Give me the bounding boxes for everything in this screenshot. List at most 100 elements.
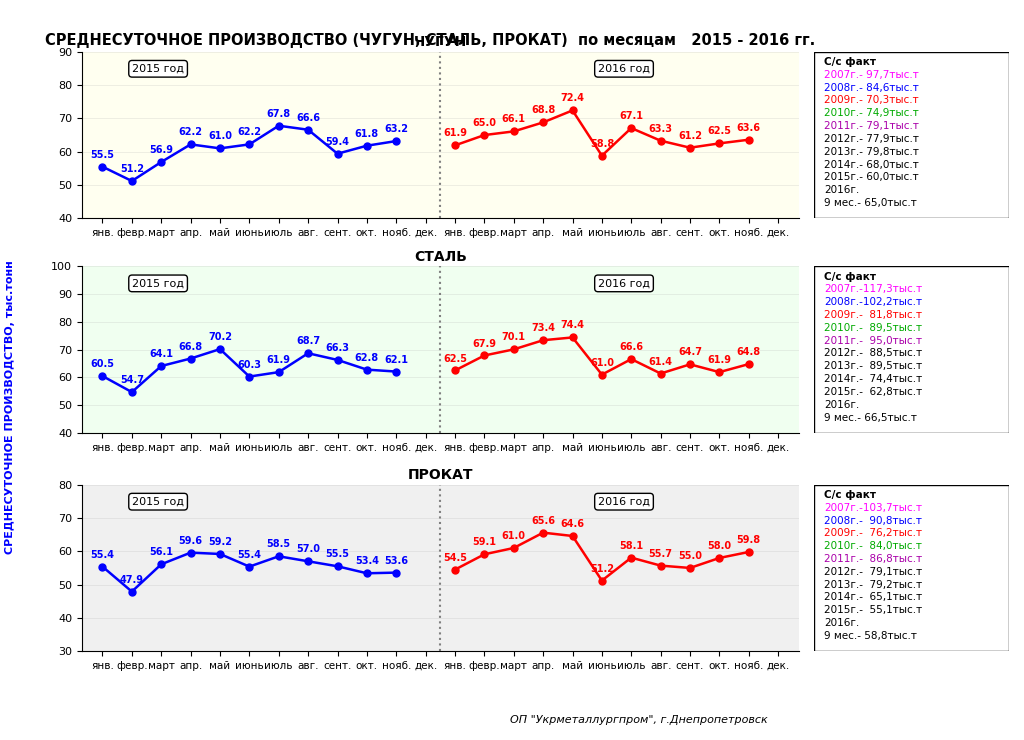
Text: 2009г.-  76,2тыс.т: 2009г.- 76,2тыс.т — [823, 528, 922, 539]
Text: 47.9: 47.9 — [120, 575, 143, 585]
Text: 66.1: 66.1 — [502, 115, 525, 124]
Text: 2013г.- 79,8тыс.т: 2013г.- 79,8тыс.т — [823, 147, 919, 157]
Text: 2011г.- 79,1тыс.т: 2011г.- 79,1тыс.т — [823, 121, 919, 131]
Text: 9 мес.- 65,0тыс.т: 9 мес.- 65,0тыс.т — [823, 198, 916, 208]
Text: 64.7: 64.7 — [678, 347, 702, 357]
Text: 62.5: 62.5 — [708, 127, 731, 136]
Text: 2015г.-  62,8тыс.т: 2015г.- 62,8тыс.т — [823, 387, 922, 397]
Text: 51.2: 51.2 — [120, 164, 143, 174]
Text: 55.4: 55.4 — [238, 550, 261, 559]
Text: 9 мес.- 58,8тыс.т: 9 мес.- 58,8тыс.т — [823, 630, 916, 641]
Text: 2007г.-103,7тыс.т: 2007г.-103,7тыс.т — [823, 502, 922, 513]
Text: 70.2: 70.2 — [208, 332, 232, 342]
Text: 2015г.- 60,0тыс.т: 2015г.- 60,0тыс.т — [823, 172, 919, 182]
Text: 2011г.-  95,0тыс.т: 2011г.- 95,0тыс.т — [823, 336, 922, 346]
Text: 64.1: 64.1 — [150, 349, 173, 359]
Text: 2016г.: 2016г. — [823, 618, 859, 628]
Text: 65.6: 65.6 — [531, 516, 555, 525]
Text: С/с факт: С/с факт — [823, 57, 876, 67]
Text: 60.5: 60.5 — [90, 359, 115, 369]
Text: 2008г.-  90,8тыс.т: 2008г.- 90,8тыс.т — [823, 516, 922, 525]
Text: 62.5: 62.5 — [443, 354, 467, 363]
Text: 59.2: 59.2 — [208, 537, 232, 547]
Text: 2014г.-  74,4тыс.т: 2014г.- 74,4тыс.т — [823, 374, 922, 384]
Text: 67.1: 67.1 — [620, 111, 643, 121]
Text: 61.9: 61.9 — [708, 355, 731, 365]
Text: 62.1: 62.1 — [384, 354, 409, 365]
Text: 66.6: 66.6 — [296, 112, 321, 123]
Text: 2016 год: 2016 год — [598, 497, 650, 507]
Text: 63.6: 63.6 — [737, 123, 761, 132]
Text: 62.2: 62.2 — [178, 127, 203, 138]
Text: 58.8: 58.8 — [590, 139, 614, 149]
Text: 55.5: 55.5 — [326, 549, 349, 559]
Text: 2014г.-  65,1тыс.т: 2014г.- 65,1тыс.т — [823, 593, 922, 602]
Text: 60.3: 60.3 — [238, 360, 261, 369]
Title: СТАЛЬ: СТАЛЬ — [414, 250, 467, 264]
Text: 66.6: 66.6 — [620, 342, 643, 352]
Text: 58.0: 58.0 — [708, 541, 731, 551]
Text: 61.2: 61.2 — [678, 131, 702, 141]
Text: С/с факт: С/с факт — [823, 490, 876, 500]
Text: 61.9: 61.9 — [266, 355, 291, 365]
Text: 2015 год: 2015 год — [132, 64, 184, 74]
Text: 72.4: 72.4 — [560, 93, 585, 104]
Text: 58.5: 58.5 — [266, 539, 291, 549]
Text: 51.2: 51.2 — [590, 564, 614, 574]
Text: 67.8: 67.8 — [266, 109, 291, 119]
Text: 61.8: 61.8 — [354, 129, 379, 139]
Text: 2012г.-  79,1тыс.т: 2012г.- 79,1тыс.т — [823, 567, 922, 576]
Text: 59.6: 59.6 — [178, 536, 203, 545]
Text: 63.2: 63.2 — [384, 124, 409, 134]
Text: 54.5: 54.5 — [443, 553, 467, 562]
Text: 61.4: 61.4 — [648, 357, 673, 366]
Text: 56.1: 56.1 — [150, 548, 173, 557]
Text: 57.0: 57.0 — [296, 545, 321, 554]
Title: ПРОКАТ: ПРОКАТ — [408, 468, 473, 482]
Text: 68.8: 68.8 — [531, 106, 555, 115]
Text: 2015г.-  55,1тыс.т: 2015г.- 55,1тыс.т — [823, 605, 922, 615]
Text: 70.1: 70.1 — [502, 332, 525, 343]
Text: 55.5: 55.5 — [90, 149, 115, 160]
Text: 54.7: 54.7 — [120, 375, 143, 385]
Text: 63.3: 63.3 — [648, 124, 673, 134]
Text: 2009г.- 70,3тыс.т: 2009г.- 70,3тыс.т — [823, 95, 919, 106]
Text: 2016г.: 2016г. — [823, 400, 859, 410]
Text: 53.6: 53.6 — [384, 556, 409, 565]
Text: 2007г.-117,3тыс.т: 2007г.-117,3тыс.т — [823, 284, 922, 295]
Text: ОП "Укрметаллургпром", г.Днепропетровск: ОП "Укрметаллургпром", г.Днепропетровск — [510, 715, 768, 725]
Text: 2011г.-  86,8тыс.т: 2011г.- 86,8тыс.т — [823, 554, 922, 564]
Text: 64.6: 64.6 — [560, 519, 585, 529]
Text: 2016 год: 2016 год — [598, 64, 650, 74]
Text: 59.4: 59.4 — [326, 137, 349, 147]
Text: 59.8: 59.8 — [736, 535, 761, 545]
Text: 65.0: 65.0 — [472, 118, 497, 128]
Text: 9 мес.- 66,5тыс.т: 9 мес.- 66,5тыс.т — [823, 412, 916, 423]
Text: 2013г.-  79,2тыс.т: 2013г.- 79,2тыс.т — [823, 579, 922, 590]
Text: 62.2: 62.2 — [238, 127, 261, 138]
Text: 2016г.: 2016г. — [823, 185, 859, 195]
Text: 2010г.-  89,5тыс.т: 2010г.- 89,5тыс.т — [823, 323, 922, 333]
Text: 58.1: 58.1 — [620, 541, 643, 551]
Text: 55.0: 55.0 — [678, 551, 702, 561]
Text: 61.0: 61.0 — [208, 132, 232, 141]
Text: 61.0: 61.0 — [502, 531, 525, 541]
Text: 62.8: 62.8 — [354, 353, 379, 363]
Text: 53.4: 53.4 — [355, 556, 379, 566]
Text: 2010г.-  84,0тыс.т: 2010г.- 84,0тыс.т — [823, 541, 922, 551]
Text: 73.4: 73.4 — [531, 323, 555, 333]
Text: 66.8: 66.8 — [178, 342, 203, 351]
Text: 2016 год: 2016 год — [598, 278, 650, 289]
Text: 64.8: 64.8 — [736, 347, 761, 357]
Text: 55.7: 55.7 — [648, 548, 673, 559]
Text: 2008г.-102,2тыс.т: 2008г.-102,2тыс.т — [823, 297, 922, 307]
Text: 56.9: 56.9 — [150, 145, 173, 155]
Text: 2014г.- 68,0тыс.т: 2014г.- 68,0тыс.т — [823, 160, 919, 169]
Text: СРЕДНЕСУТОЧНОЕ ПРОИЗВОДСТВО, тыс.тонн: СРЕДНЕСУТОЧНОЕ ПРОИЗВОДСТВО, тыс.тонн — [5, 260, 15, 554]
Text: 66.3: 66.3 — [326, 343, 349, 353]
Text: 2015 год: 2015 год — [132, 278, 184, 289]
Text: 2012г.-  88,5тыс.т: 2012г.- 88,5тыс.т — [823, 349, 922, 358]
Text: 68.7: 68.7 — [296, 336, 321, 346]
Text: 2009г.-  81,8тыс.т: 2009г.- 81,8тыс.т — [823, 310, 922, 320]
Text: СРЕДНЕСУТОЧНОЕ ПРОИЗВОДСТВО (ЧУГУН, СТАЛЬ, ПРОКАТ)  по месяцам   2015 - 2016 гг.: СРЕДНЕСУТОЧНОЕ ПРОИЗВОДСТВО (ЧУГУН, СТАЛ… — [45, 33, 815, 48]
